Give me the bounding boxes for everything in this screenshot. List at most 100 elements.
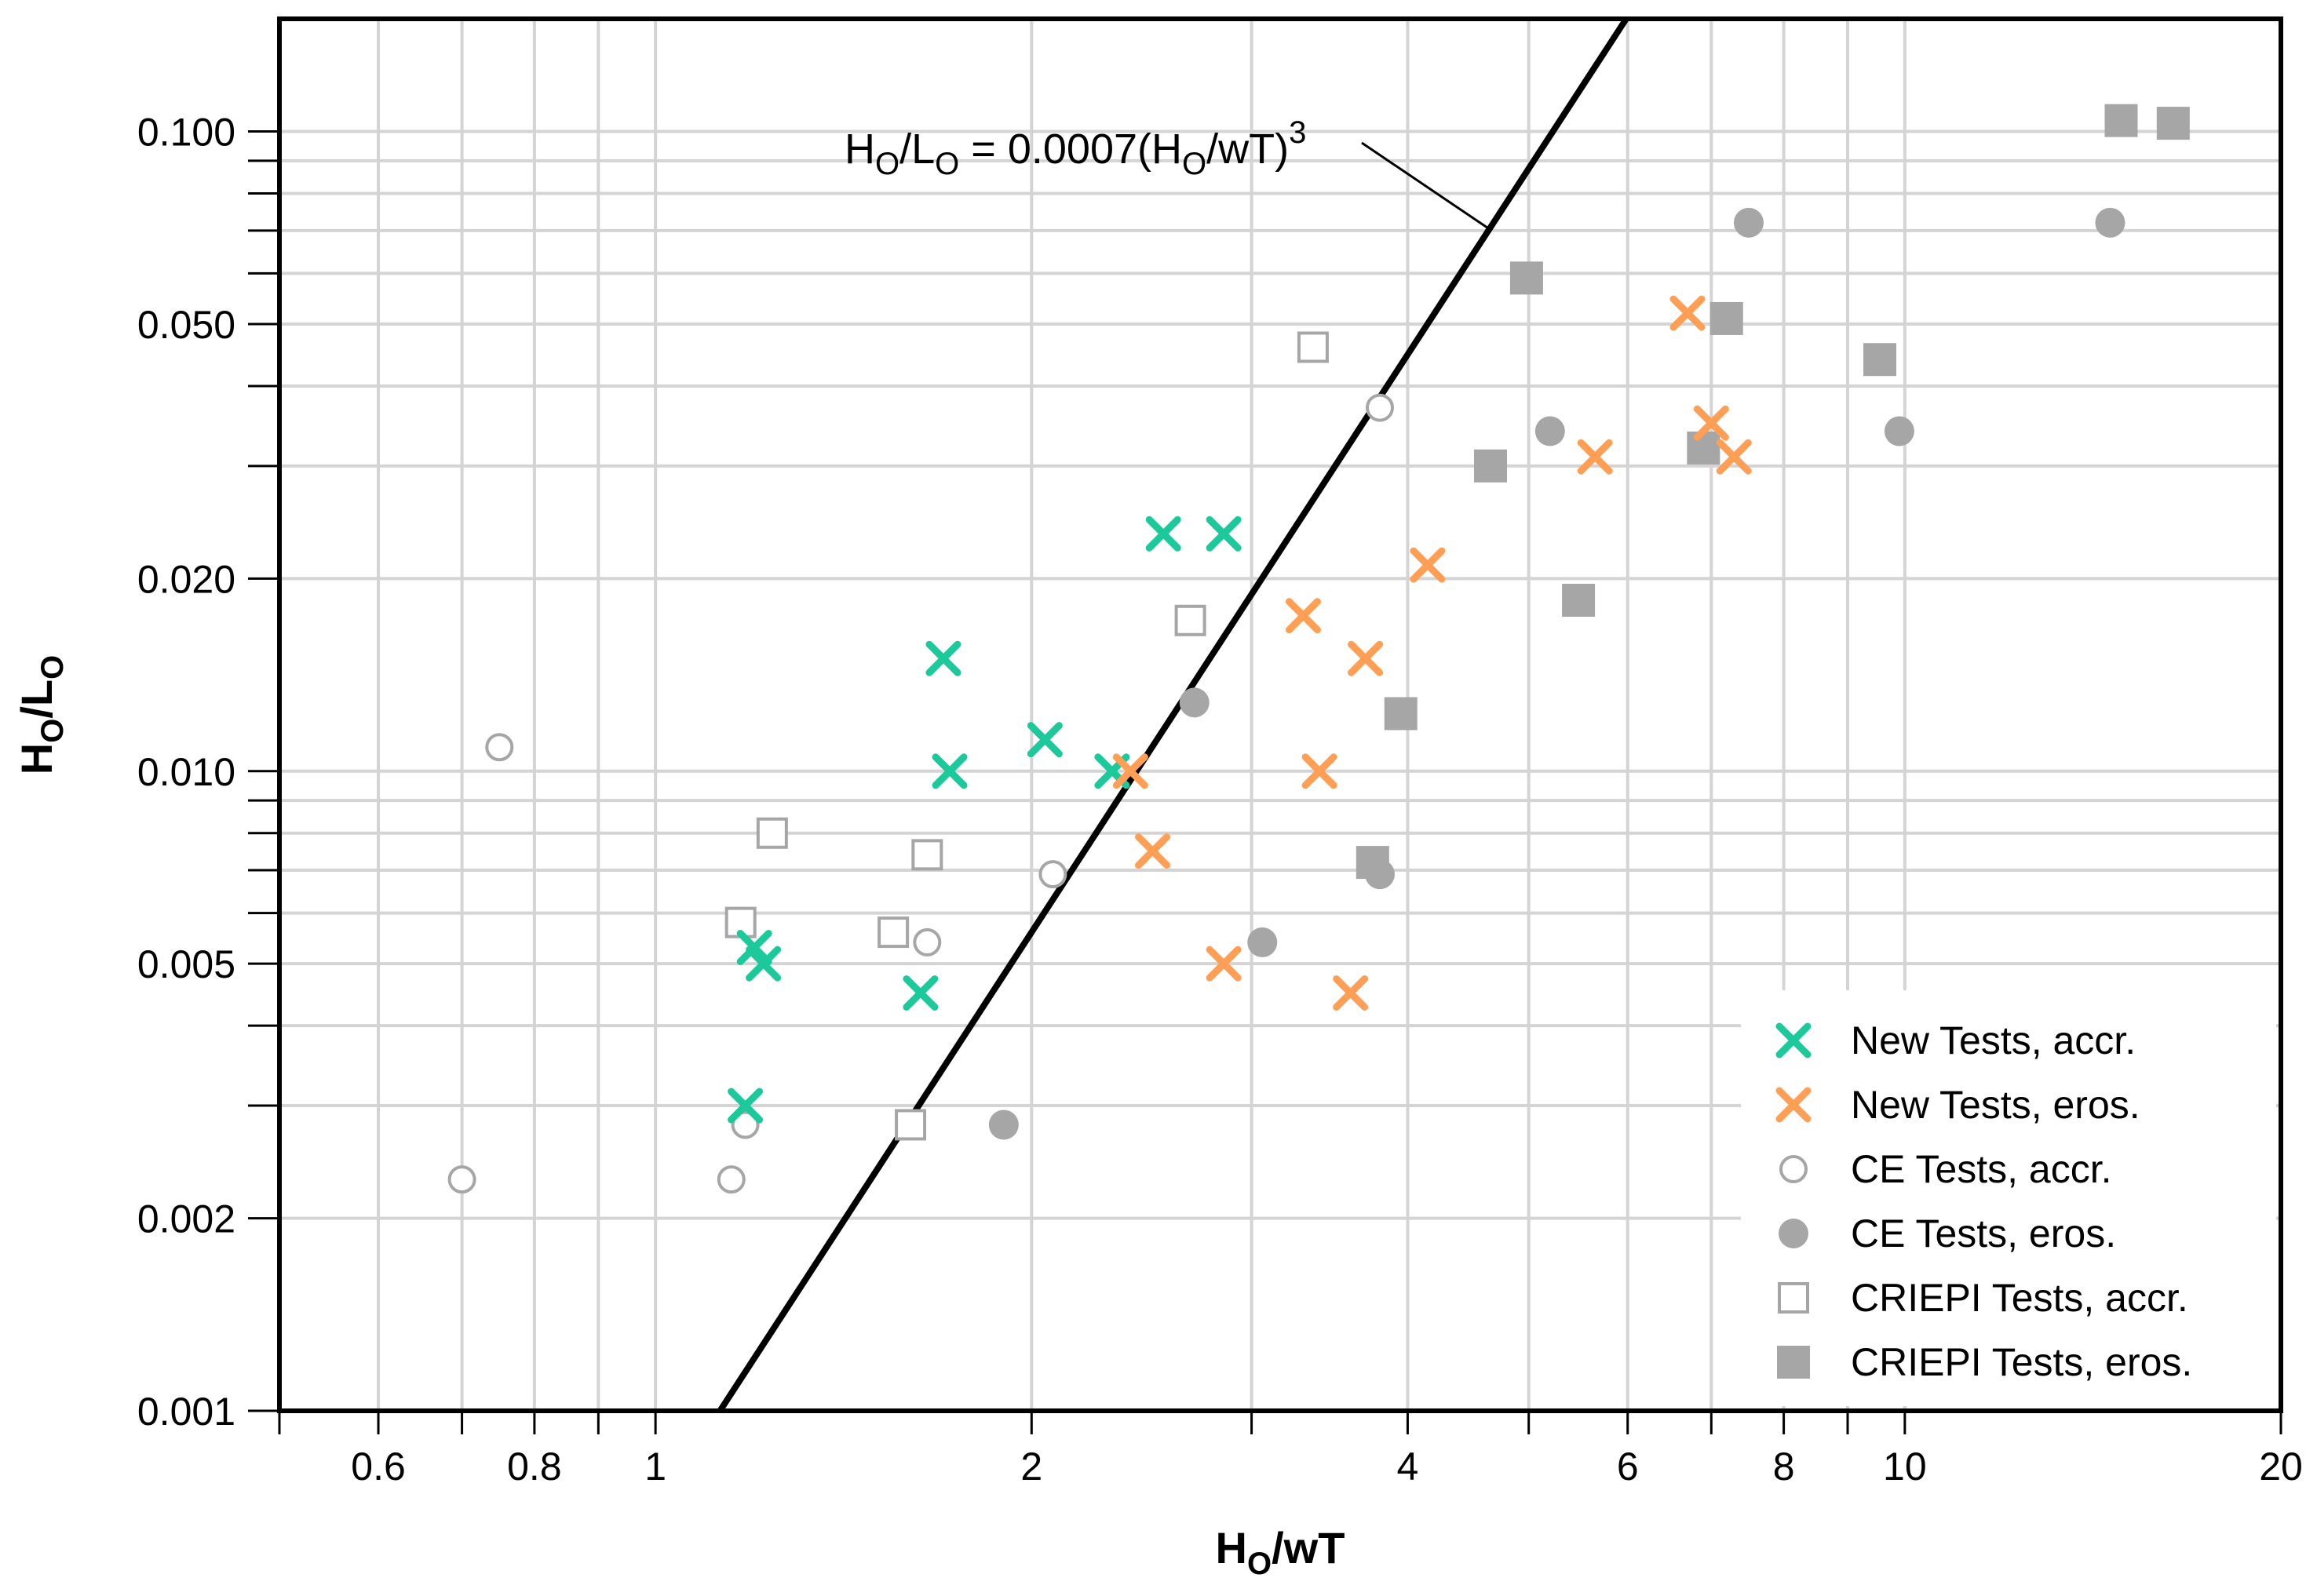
y-axis-title-base: H [12,743,61,774]
x-marker-stroke [1206,516,1242,552]
data-point [1174,604,1206,636]
data-point [1333,975,1369,1011]
legend-label: CE Tests, accr. [1851,1147,2112,1191]
equation-part: H [845,126,875,173]
legend-label: CRIEPI Tests, accr. [1851,1276,2188,1320]
data-point [1297,331,1329,363]
data-point [1038,860,1067,889]
equation-subscript: O [1182,147,1206,181]
data-point [1179,687,1210,718]
data-point [731,1110,760,1139]
legend-marker [1779,1155,1808,1183]
data-point [1509,261,1543,295]
data-point [1884,416,1914,446]
legend-item-ce-tests-accr: CE Tests, accr. [1779,1147,2112,1191]
x-marker-stroke [1206,946,1242,982]
x-tick-label: 6 [1617,1445,1639,1489]
x-marker-stroke [1027,722,1063,758]
x-marker-stroke [903,975,939,1011]
data-point [1716,439,1752,475]
data-point [1733,207,1764,238]
x-tick-label: 8 [1773,1445,1795,1489]
x-tick-label: 1 [644,1445,666,1489]
data-point [1384,697,1418,731]
data-point [895,1109,927,1141]
x-tick-label: 0.6 [351,1445,406,1489]
legend-item-new-tests-eros: New Tests, eros. [1775,1083,2140,1127]
data-point [1285,598,1321,634]
legend-marker [1777,1346,1810,1379]
y-axis-title-subscript: O [35,655,70,680]
data-point [1474,449,1508,483]
x-marker-stroke [1301,753,1337,789]
data-point [746,946,782,982]
data-point [447,1165,476,1194]
y-tick-label: 0.100 [137,111,235,155]
x-marker-stroke [746,946,782,982]
fit-curve-line [717,16,1629,1413]
data-point [717,1165,746,1194]
legend-item-criepi-tests-accr: CRIEPI Tests, accr. [1778,1276,2188,1320]
data-point [2104,104,2138,137]
data-point [932,753,968,789]
data-point [1301,753,1337,789]
legend-label: CE Tests, eros. [1851,1212,2116,1255]
legend-background [1741,990,2276,1406]
series-criepi-tests-eros [1356,104,2190,880]
x-marker-stroke [1348,640,1384,676]
data-point [878,916,910,949]
x-marker-stroke [736,930,772,966]
x-marker-stroke [1577,439,1613,475]
curve-equation-label: HO/LO = 0.0007(HO/wT)3 [845,115,1306,181]
data-point [1365,393,1394,422]
data-point [1669,295,1706,331]
data-point [1348,640,1384,676]
equation-superscript: 3 [1289,115,1306,150]
series-new-tests-eros [1112,295,1752,1011]
x-marker-stroke [728,1088,764,1124]
legend-marker [1779,1219,1808,1248]
legend: New Tests, accr. New Tests, eros. CE Tests… [1741,990,2276,1406]
x-marker-stroke [1716,439,1752,475]
series-ce-tests-accr [447,393,1394,1194]
data-point [1410,547,1446,583]
data-point [1027,722,1063,758]
data-point [1534,416,1565,446]
series-criepi-tests-accr [724,331,1329,1141]
y-tick-label: 0.020 [137,557,235,601]
tick-layer: 0.6 0.8 1 2 4 6 8 10 20 0.001 0.002 0.005 0.010 0.020… [137,111,2303,1489]
data-point [1709,301,1743,335]
data-point [1364,859,1395,890]
series-new-tests-accr [728,516,1242,1124]
legend-marker [1775,1022,1812,1059]
data-point [1135,833,1171,869]
x-marker-stroke [1669,295,1706,331]
x-axis-title-rest: /wT [1272,1523,1345,1572]
y-tick-label: 0.002 [137,1197,235,1241]
data-point [1206,516,1242,552]
x-marker-stroke [1693,405,1729,441]
x-axis-title-subscript: O [1247,1547,1272,1581]
data-point [736,930,772,966]
equation-part: /wT) [1206,126,1289,173]
data-point [1562,583,1596,617]
annotation-leader-line [1361,141,1491,231]
data-point [925,640,961,676]
y-tick-label: 0.010 [137,750,235,794]
x-marker-stroke [1333,975,1369,1011]
data-point [903,975,939,1011]
legend-label: CRIEPI Tests, eros. [1851,1340,2192,1384]
legend-label: New Tests, accr. [1851,1018,2136,1062]
data-point [1206,946,1242,982]
data-point [1112,753,1148,789]
series-ce-tests-eros [988,207,2125,1140]
legend-item-new-tests-accr: New Tests, accr. [1775,1018,2136,1062]
data-point [1247,927,1278,957]
x-axis-title-base: H [1216,1523,1247,1572]
x-marker-stroke [1112,753,1148,789]
x-marker-stroke [932,753,968,789]
data-point [988,1110,1019,1140]
x-tick-label: 2 [1020,1445,1042,1489]
legend-marker [1778,1282,1809,1314]
